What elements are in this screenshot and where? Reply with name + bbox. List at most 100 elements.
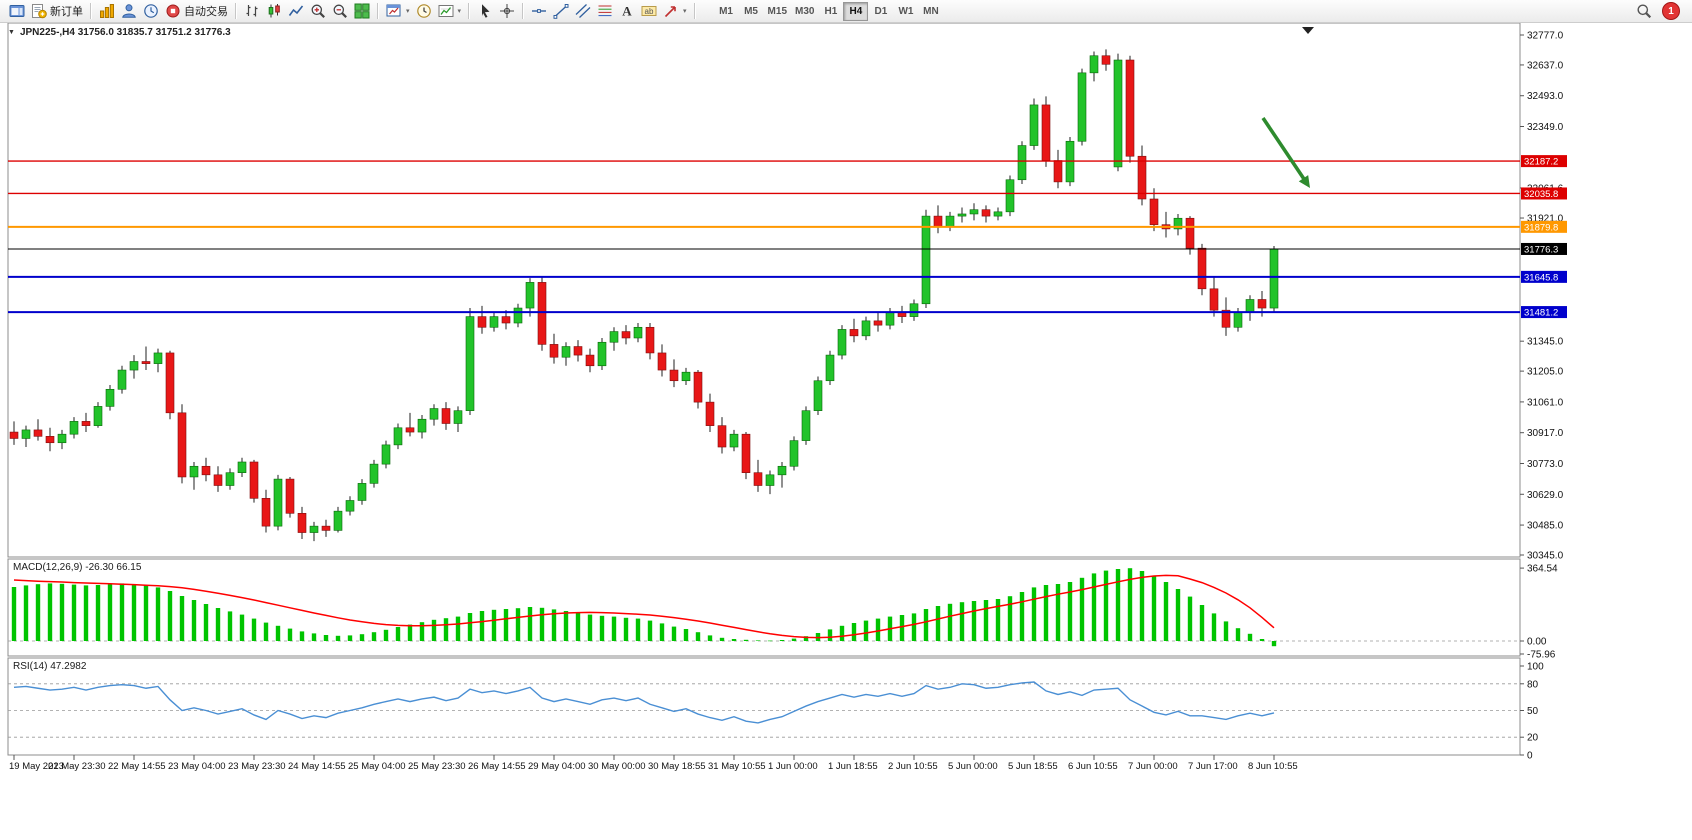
svg-text:25 May 23:30: 25 May 23:30 [408,761,466,772]
svg-text:31 May 10:55: 31 May 10:55 [708,761,766,772]
timeframe-h1-button[interactable]: H1 [818,2,843,21]
rsi-panel: 100 80 50 20 0 [8,662,1544,762]
horizontal-lines[interactable]: 32187.2 32035.8 31879.8 31776.3 31645.8 31481… [8,155,1567,319]
timeframe-d1-button[interactable]: D1 [868,2,893,21]
zoom-in-button[interactable] [307,1,329,21]
timeframe-m1-button[interactable]: M1 [714,2,739,21]
notification-badge[interactable]: 1 [1662,2,1680,20]
price-label-32187.2 [1521,155,1567,168]
tile-windows-button[interactable] [351,1,373,21]
text-button[interactable]: A [616,1,638,21]
new-order-button-label: 新订单 [50,6,83,18]
timeframe-m15-button[interactable]: M15 [764,2,791,21]
fibonacci-button[interactable] [594,1,616,21]
new-order-button[interactable]: 新订单 [28,1,86,21]
svg-text:364.54: 364.54 [1527,564,1558,575]
svg-text:31645.8: 31645.8 [1524,272,1558,283]
svg-text:30 May 18:55: 30 May 18:55 [648,761,706,772]
svg-text:100: 100 [1527,662,1544,673]
svg-text:31921.0: 31921.0 [1527,214,1564,225]
svg-text:30773.0: 30773.0 [1527,459,1564,470]
market-watch-button[interactable] [140,1,162,21]
trend-arrow-annotation[interactable] [1261,116,1310,188]
svg-text:32187.2: 32187.2 [1524,157,1558,168]
new-chart-icon [386,3,402,19]
macd-panel: 364.54 0.00 -75.96 [8,564,1558,661]
svg-text:2 Jun 10:55: 2 Jun 10:55 [888,761,938,772]
search-button[interactable] [1633,1,1655,21]
bar-chart-icon [244,3,260,19]
zoom-out-button[interactable] [329,1,351,21]
svg-text:19 May 2023: 19 May 2023 [9,761,64,772]
arrows-icon [663,3,679,19]
scroll-end-marker[interactable] [1302,27,1314,34]
svg-text:31345.0: 31345.0 [1527,337,1564,348]
autotrade-button[interactable]: 自动交易 [162,1,231,21]
svg-text:31879.8: 31879.8 [1524,222,1558,233]
timeframe-w1-button[interactable]: W1 [893,2,918,21]
svg-text:1 Jun 00:00: 1 Jun 00:00 [768,761,818,772]
equidistant-channel-button[interactable] [572,1,594,21]
text-label-button[interactable]: ab [638,1,660,21]
timeframe-h4-button[interactable]: H4 [843,1,869,21]
svg-text:7 Jun 00:00: 7 Jun 00:00 [1128,761,1178,772]
market-watch-icon [143,3,159,19]
candlestick-chart-button[interactable] [263,1,285,21]
tile-icon [354,3,370,19]
svg-text:25 May 04:00: 25 May 04:00 [348,761,406,772]
chevron-down-icon: ▾ [457,8,462,15]
trendline-button[interactable] [550,1,572,21]
terminal-button[interactable] [6,1,28,21]
crosshair-button[interactable] [496,1,518,21]
svg-text:7 Jun 17:00: 7 Jun 17:00 [1188,761,1238,772]
toolbar-separator [522,3,525,19]
autotrade-icon [165,3,181,19]
price-label-31776.3 [1521,242,1567,255]
clock-icon [416,3,432,19]
line-chart-icon [288,3,304,19]
chevron-down-icon: ▾ [406,8,410,15]
new-chart-button[interactable]: ▾ [383,1,413,21]
svg-text:20: 20 [1527,733,1539,744]
svg-text:1 Jun 18:55: 1 Jun 18:55 [828,761,878,772]
svg-text:32777.0: 32777.0 [1527,31,1564,42]
chart-menu-icon[interactable]: ▼ [8,29,15,36]
svg-text:23 May 04:00: 23 May 04:00 [168,761,226,772]
charts-button[interactable] [96,1,118,21]
bar-chart-button[interactable] [241,1,263,21]
new-order-icon [31,3,47,19]
toolbar-separator [693,3,696,19]
timeframe-mn-button[interactable]: MN [918,2,943,21]
trendline-icon [553,3,569,19]
charts-icon [99,3,115,19]
svg-text:31776.3: 31776.3 [1524,245,1558,256]
period-button[interactable] [413,1,435,21]
arrows-button[interactable]: ▾ [660,1,690,21]
svg-text:5 Jun 00:00: 5 Jun 00:00 [948,761,998,772]
timeframe-m30-button[interactable]: M30 [791,2,818,21]
horizontal-line-button[interactable] [528,1,550,21]
timeframe-m5-button[interactable]: M5 [739,2,764,21]
macd-label: MACD(12,26,9) -26.30 66.15 [13,562,142,573]
svg-text:30485.0: 30485.0 [1527,521,1564,532]
svg-text:0.00: 0.00 [1527,637,1547,648]
fibonacci-icon [597,3,613,19]
svg-text:26 May 14:55: 26 May 14:55 [468,761,526,772]
svg-text:5 Jun 18:55: 5 Jun 18:55 [1008,761,1058,772]
toolbar-right: 1 [1633,1,1686,21]
svg-text:32637.0: 32637.0 [1527,60,1564,71]
cursor-button[interactable] [474,1,496,21]
toolbar-separator [235,3,237,19]
chart-canvas[interactable]: 32777.032637.032493.032349.032061.631921… [0,23,1568,775]
chart-settings-icon [438,3,454,19]
zoom-out-icon [332,3,348,19]
candles-icon [266,3,282,19]
line-chart-button[interactable] [285,1,307,21]
autotrade-button-label: 自动交易 [184,6,228,18]
chart-settings-button[interactable]: ▾ [435,1,465,21]
svg-text:80: 80 [1527,679,1539,690]
svg-text:31481.2: 31481.2 [1524,308,1558,319]
profiles-button[interactable] [118,1,140,21]
